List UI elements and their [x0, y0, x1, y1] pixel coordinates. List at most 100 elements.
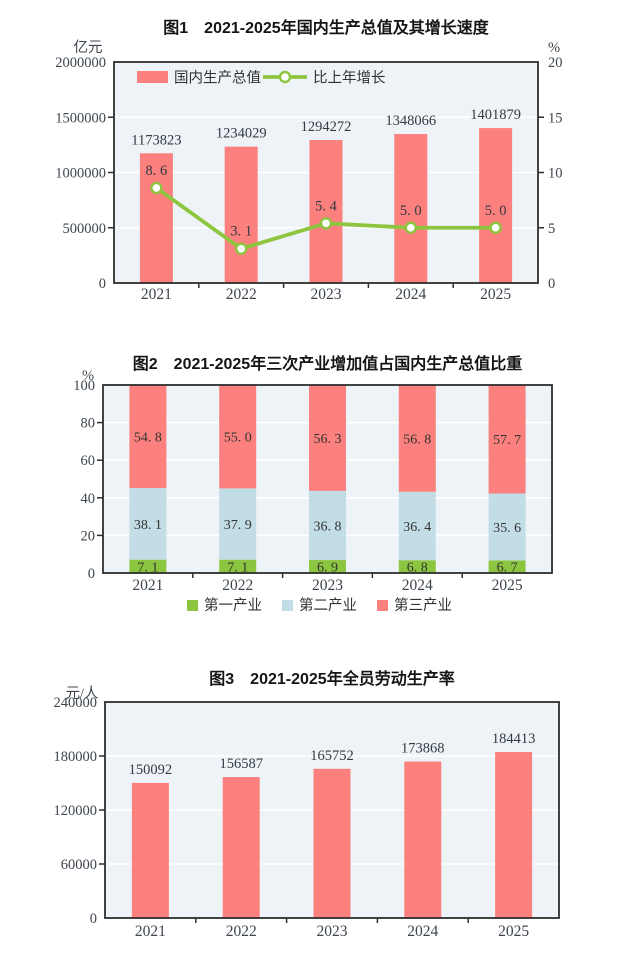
- y-axis-tick-label: 20: [81, 528, 96, 544]
- chart1-group: 图1 2021-2025年国内生产总值及其增长速度 1173823 1234029 1…: [55, 18, 562, 303]
- bar-2021: [131, 782, 169, 918]
- chart3-group: 图3 2021-2025年全员劳动生产率 150092 156587 165752 17…: [54, 669, 560, 940]
- segment-value-label: 54. 8: [134, 431, 162, 446]
- segment-value-label: 36. 4: [403, 520, 431, 535]
- x-axis-label: 2022: [226, 923, 257, 940]
- growth-marker-2025: [489, 221, 502, 234]
- segment-value-label: 6. 9: [317, 561, 338, 576]
- growth-marker-2022: [234, 242, 248, 255]
- y-axis-unit: %: [82, 368, 94, 384]
- segment-第一产业-2025: [488, 560, 526, 573]
- y-axis-tick-label: 2000000: [55, 55, 106, 71]
- bar-value-label: 156587: [219, 756, 263, 772]
- chart2-title: 图2 2021-2025年三次产业增加值占国内生产总值比重: [133, 354, 522, 373]
- segment-第一产业-2023: [309, 560, 346, 573]
- legend-marker-sample: [278, 70, 292, 84]
- legend-swatch-第二产业: [282, 600, 293, 611]
- x-axis-label: 2024: [407, 923, 438, 940]
- legend-label-第一产业: 第一产业: [204, 596, 262, 614]
- bar-2023: [309, 139, 343, 283]
- segment-第一产业-2021: [129, 559, 167, 573]
- y-axis-tick-label: 120000: [54, 803, 98, 819]
- y-axis-tick-label: 0: [88, 566, 95, 582]
- segment-value-label: 57. 7: [493, 433, 521, 448]
- segment-value-label: 35. 6: [493, 521, 521, 536]
- bar-2021: [139, 153, 173, 283]
- x-axis-label: 2022: [226, 286, 257, 303]
- segment-第三产业-2025: [488, 385, 526, 494]
- growth-marker-2023: [319, 217, 333, 230]
- y-axis-unit: 元/人: [65, 685, 98, 702]
- legend-label-gdp: 国内生产总值: [174, 70, 261, 87]
- y-axis-tick-label: 500000: [63, 221, 107, 237]
- segment-第三产业-2023: [309, 385, 346, 491]
- x-axis-label: 2023: [311, 286, 342, 303]
- y-axis-tick-label: 60000: [61, 857, 97, 873]
- y-axis-tick-label: 0: [99, 276, 106, 292]
- x-axis-label: 2025: [492, 577, 523, 594]
- bar-2025: [479, 128, 513, 283]
- x-axis-label: 2025: [480, 286, 511, 303]
- growth-marker-2021: [150, 181, 163, 195]
- bar-value-label: 165752: [310, 748, 354, 764]
- segment-value-label: 7. 1: [137, 560, 158, 575]
- right-axis-tick-label: 0: [548, 276, 555, 292]
- y-axis-unit: 亿元: [74, 39, 103, 56]
- bar-2024: [404, 761, 442, 918]
- segment-第三产业-2024: [398, 385, 436, 492]
- bar-value-label: 1294272: [301, 119, 352, 135]
- chart1-title: 图1 2021-2025年国内生产总值及其增长速度: [163, 18, 489, 37]
- right-axis-tick-label: 15: [548, 110, 563, 126]
- bar-value-label: 1234029: [216, 126, 267, 142]
- y-axis-tick-label: 40: [81, 491, 96, 507]
- segment-第三产业-2022: [219, 385, 257, 489]
- segment-第二产业-2021: [129, 488, 167, 560]
- legend-swatch-第一产业: [187, 600, 198, 611]
- right-axis-tick-label: 10: [548, 166, 563, 182]
- segment-value-label: 6. 8: [407, 561, 428, 576]
- bar-value-label: 150092: [129, 762, 173, 778]
- segment-value-label: 56. 3: [314, 432, 342, 447]
- bar-2023: [313, 768, 351, 918]
- segment-value-label: 7. 1: [227, 560, 248, 575]
- x-axis-label: 2021: [135, 923, 166, 940]
- segment-第二产业-2025: [488, 493, 526, 561]
- y-axis-tick-label: 80: [81, 416, 96, 432]
- x-axis-label: 2023: [312, 577, 343, 594]
- legend-label-第二产业: 第二产业: [299, 596, 357, 614]
- bar-2022: [224, 146, 258, 283]
- segment-第二产业-2024: [398, 491, 436, 561]
- segment-value-label: 38. 1: [134, 518, 162, 533]
- bar-value-label: 184413: [492, 731, 536, 747]
- growth-marker-2024: [404, 221, 417, 234]
- y-axis-tick-label: 0: [90, 911, 97, 927]
- bar-value-label: 1401879: [470, 107, 521, 123]
- bar-2024: [394, 134, 428, 283]
- x-axis-label: 2023: [317, 923, 348, 940]
- x-axis-label: 2021: [132, 577, 163, 594]
- chart3-title: 图3 2021-2025年全员劳动生产率: [209, 669, 454, 688]
- segment-第三产业-2021: [129, 385, 167, 489]
- segment-value-label: 55. 0: [224, 431, 252, 446]
- y-axis-tick-label: 240000: [54, 695, 98, 711]
- y-axis-tick-label: 1500000: [55, 110, 106, 126]
- segment-第二产业-2022: [219, 488, 257, 560]
- bar-2025: [495, 752, 533, 918]
- growth-value-label: 3. 1: [230, 224, 252, 240]
- segment-第一产业-2022: [219, 559, 257, 573]
- right-axis-unit: %: [548, 40, 560, 56]
- y-axis-tick-label: 180000: [54, 749, 98, 765]
- growth-value-label: 5. 4: [315, 198, 338, 214]
- x-axis-label: 2024: [402, 577, 433, 594]
- growth-value-label: 5. 0: [400, 203, 422, 219]
- segment-第二产业-2023: [309, 490, 346, 561]
- right-axis-tick-label: 5: [548, 221, 555, 237]
- segment-value-label: 6. 7: [497, 561, 518, 576]
- right-axis-tick-label: 20: [548, 55, 563, 71]
- segment-value-label: 36. 8: [314, 519, 342, 534]
- bar-value-label: 1348066: [385, 113, 436, 129]
- chart2-frame: [102, 384, 553, 574]
- bar-2022: [222, 777, 260, 918]
- bar-value-label: 173868: [401, 741, 445, 757]
- bar-value-label: 1173823: [131, 132, 181, 148]
